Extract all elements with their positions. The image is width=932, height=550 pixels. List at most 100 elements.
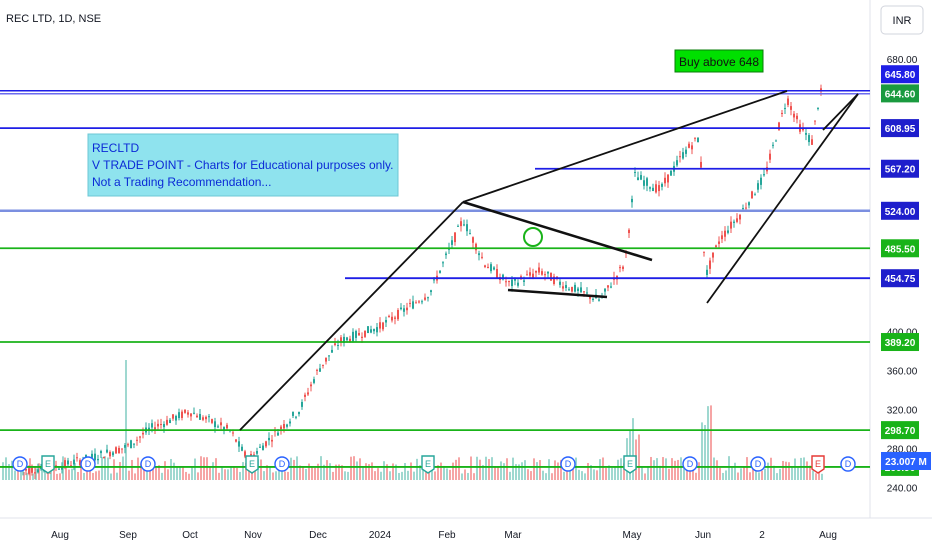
candle-body xyxy=(148,427,150,430)
candle-body xyxy=(781,112,783,114)
volume-bar xyxy=(329,463,331,480)
candle-body xyxy=(721,235,723,240)
price-label: 524.00 xyxy=(885,207,916,218)
earnings-event-icon[interactable] xyxy=(421,455,435,474)
candle-body xyxy=(586,292,588,294)
dividend-event-icon[interactable] xyxy=(80,456,96,472)
volume-bar xyxy=(164,461,166,480)
candle-body xyxy=(214,421,216,428)
volume-bar xyxy=(191,466,193,480)
candle-body xyxy=(241,446,243,451)
x-tick-label: Nov xyxy=(244,530,262,541)
earnings-event-icon[interactable] xyxy=(811,455,825,474)
candle-body xyxy=(412,301,414,309)
volume-bar xyxy=(74,463,76,480)
volume-bar xyxy=(131,459,133,480)
candle-body xyxy=(379,322,381,329)
volume-bar xyxy=(41,469,43,480)
candle-body xyxy=(763,174,765,176)
dividend-event-icon[interactable] xyxy=(840,456,856,472)
candle-body xyxy=(514,278,516,281)
volume-bar xyxy=(494,466,496,480)
candle-body xyxy=(712,252,714,258)
trendlines[interactable] xyxy=(239,90,859,431)
volume-bar xyxy=(533,458,535,480)
dividend-event-icon[interactable] xyxy=(12,456,28,472)
volume-bar xyxy=(599,459,601,480)
candle-body xyxy=(718,241,720,244)
y-tick-label: 360.00 xyxy=(887,366,918,377)
volume-bar xyxy=(710,405,712,480)
dividend-event-icon[interactable] xyxy=(682,456,698,472)
candle-body xyxy=(454,232,456,243)
volume-bar xyxy=(722,472,724,480)
volume-bar xyxy=(8,464,10,480)
volume-bar xyxy=(377,468,379,480)
volume-bar xyxy=(692,466,694,480)
volume-bar xyxy=(92,472,94,480)
volume-bar xyxy=(686,469,688,480)
dividend-event-icon[interactable] xyxy=(140,456,156,472)
event-letter: D xyxy=(279,459,286,469)
earnings-event-icon[interactable] xyxy=(245,455,259,474)
volume-bar xyxy=(464,469,466,480)
trendline[interactable] xyxy=(507,288,608,299)
volume-bar xyxy=(140,463,142,480)
trendline[interactable] xyxy=(822,93,859,131)
volume-bar xyxy=(647,465,649,480)
trendline[interactable] xyxy=(706,93,859,304)
candle-body xyxy=(526,274,528,276)
candle-body xyxy=(130,440,132,449)
candle-body xyxy=(175,415,177,421)
volume-bar xyxy=(521,462,523,480)
volume-bar xyxy=(560,459,562,480)
volume-bar xyxy=(281,463,283,480)
y-tick-label: 240.00 xyxy=(887,483,918,494)
event-letter: D xyxy=(17,459,24,469)
candle-body xyxy=(25,468,27,471)
candle-body xyxy=(694,137,696,139)
volume-bar xyxy=(584,473,586,480)
volume-bar xyxy=(47,470,49,480)
candle-body xyxy=(112,452,114,456)
candle-body xyxy=(142,432,144,435)
dividend-event-icon[interactable] xyxy=(750,456,766,472)
price-label-bg xyxy=(881,84,919,103)
currency-button-label: INR xyxy=(893,15,912,27)
volume-bar xyxy=(566,463,568,480)
trendline[interactable] xyxy=(462,200,653,262)
trendline[interactable] xyxy=(239,201,464,431)
volume-bar xyxy=(194,458,196,480)
candle-body xyxy=(40,467,42,470)
candle-body xyxy=(466,224,468,232)
earnings-event-icon[interactable] xyxy=(623,455,637,474)
circle-marker[interactable] xyxy=(523,227,543,247)
candle-body xyxy=(505,281,507,283)
candle-body xyxy=(319,368,321,372)
candle-body xyxy=(523,280,525,282)
dividend-event-icon[interactable] xyxy=(274,456,290,472)
earnings-event-icon[interactable] xyxy=(41,455,55,474)
candle-body xyxy=(622,266,624,269)
volume-bar xyxy=(200,456,202,480)
volume-bar xyxy=(680,457,682,480)
currency-button[interactable] xyxy=(880,5,924,35)
trendline[interactable] xyxy=(462,90,788,203)
volume-bar xyxy=(653,460,655,480)
volume-bar xyxy=(536,462,538,480)
buy-above-box[interactable] xyxy=(674,49,764,73)
note-box[interactable] xyxy=(87,133,399,197)
candle-body xyxy=(652,187,654,192)
volume-bar xyxy=(470,456,472,480)
x-tick-label: 2 xyxy=(759,530,765,541)
event-letter: D xyxy=(145,459,152,469)
dividend-event-icon[interactable] xyxy=(560,456,576,472)
candle-body xyxy=(736,218,738,222)
volume-bar xyxy=(656,458,658,480)
volume-bar xyxy=(305,469,307,480)
candle-body xyxy=(265,441,267,447)
volume-bar xyxy=(581,471,583,480)
candle-body xyxy=(559,281,561,285)
